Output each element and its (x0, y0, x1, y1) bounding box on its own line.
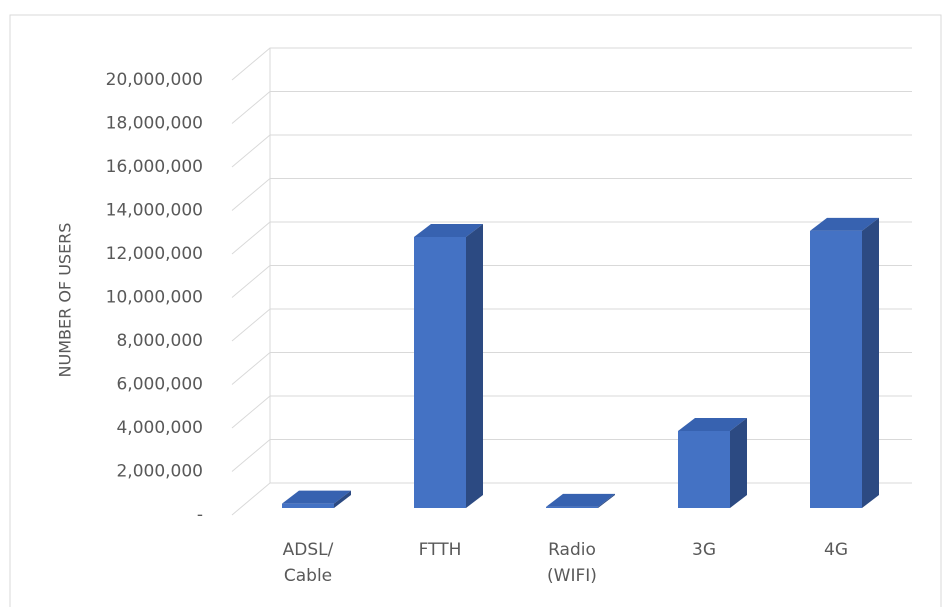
bar-top (414, 223, 483, 237)
y-tick-label: 18,000,000 (106, 114, 203, 134)
bar-top (282, 490, 351, 504)
grid-line (231, 47, 912, 81)
grid-line (231, 308, 912, 342)
y-tick-label: 16,000,000 (106, 157, 203, 177)
grid-line (231, 91, 912, 124)
y-tick-label: 2,000,000 (116, 462, 203, 482)
bar-side (466, 223, 483, 508)
grid-line (231, 134, 912, 168)
bar (282, 503, 334, 508)
grid-line (231, 352, 912, 385)
bar (414, 236, 466, 508)
y-axis-title: NUMBER OF USERS (56, 223, 75, 378)
y-tick-label: 10,000,000 (106, 288, 203, 308)
bar-top (678, 418, 747, 432)
bar-side (598, 493, 615, 508)
y-tick-label: 20,000,000 (106, 70, 203, 90)
bar-side (862, 217, 879, 508)
x-tick-label: 4G (824, 540, 848, 560)
bar-side (334, 490, 351, 508)
bar (810, 230, 862, 508)
bar-top (810, 217, 879, 231)
grid-line (231, 221, 912, 255)
y-tick-label: 8,000,000 (116, 331, 203, 351)
y-tick-label: 14,000,000 (106, 201, 203, 221)
y-tick-label: 12,000,000 (106, 244, 203, 264)
y-tick-label: 4,000,000 (116, 418, 203, 438)
x-tick-label: ADSL/ Cable (282, 540, 334, 586)
chart-frame (9, 14, 942, 607)
bar-side (730, 418, 747, 508)
x-tick-label: 3G (692, 540, 716, 560)
x-tick-label: FTTH (418, 540, 462, 560)
bar (678, 431, 730, 508)
grid-line (231, 265, 912, 298)
bar (546, 506, 598, 508)
y-tick-label: 6,000,000 (116, 375, 203, 395)
y-tick-label: - (197, 505, 203, 525)
x-tick-label: Radio (WIFI) (547, 540, 597, 586)
bar-top (546, 493, 615, 507)
grid-line (231, 178, 912, 211)
grid-line (231, 395, 912, 429)
